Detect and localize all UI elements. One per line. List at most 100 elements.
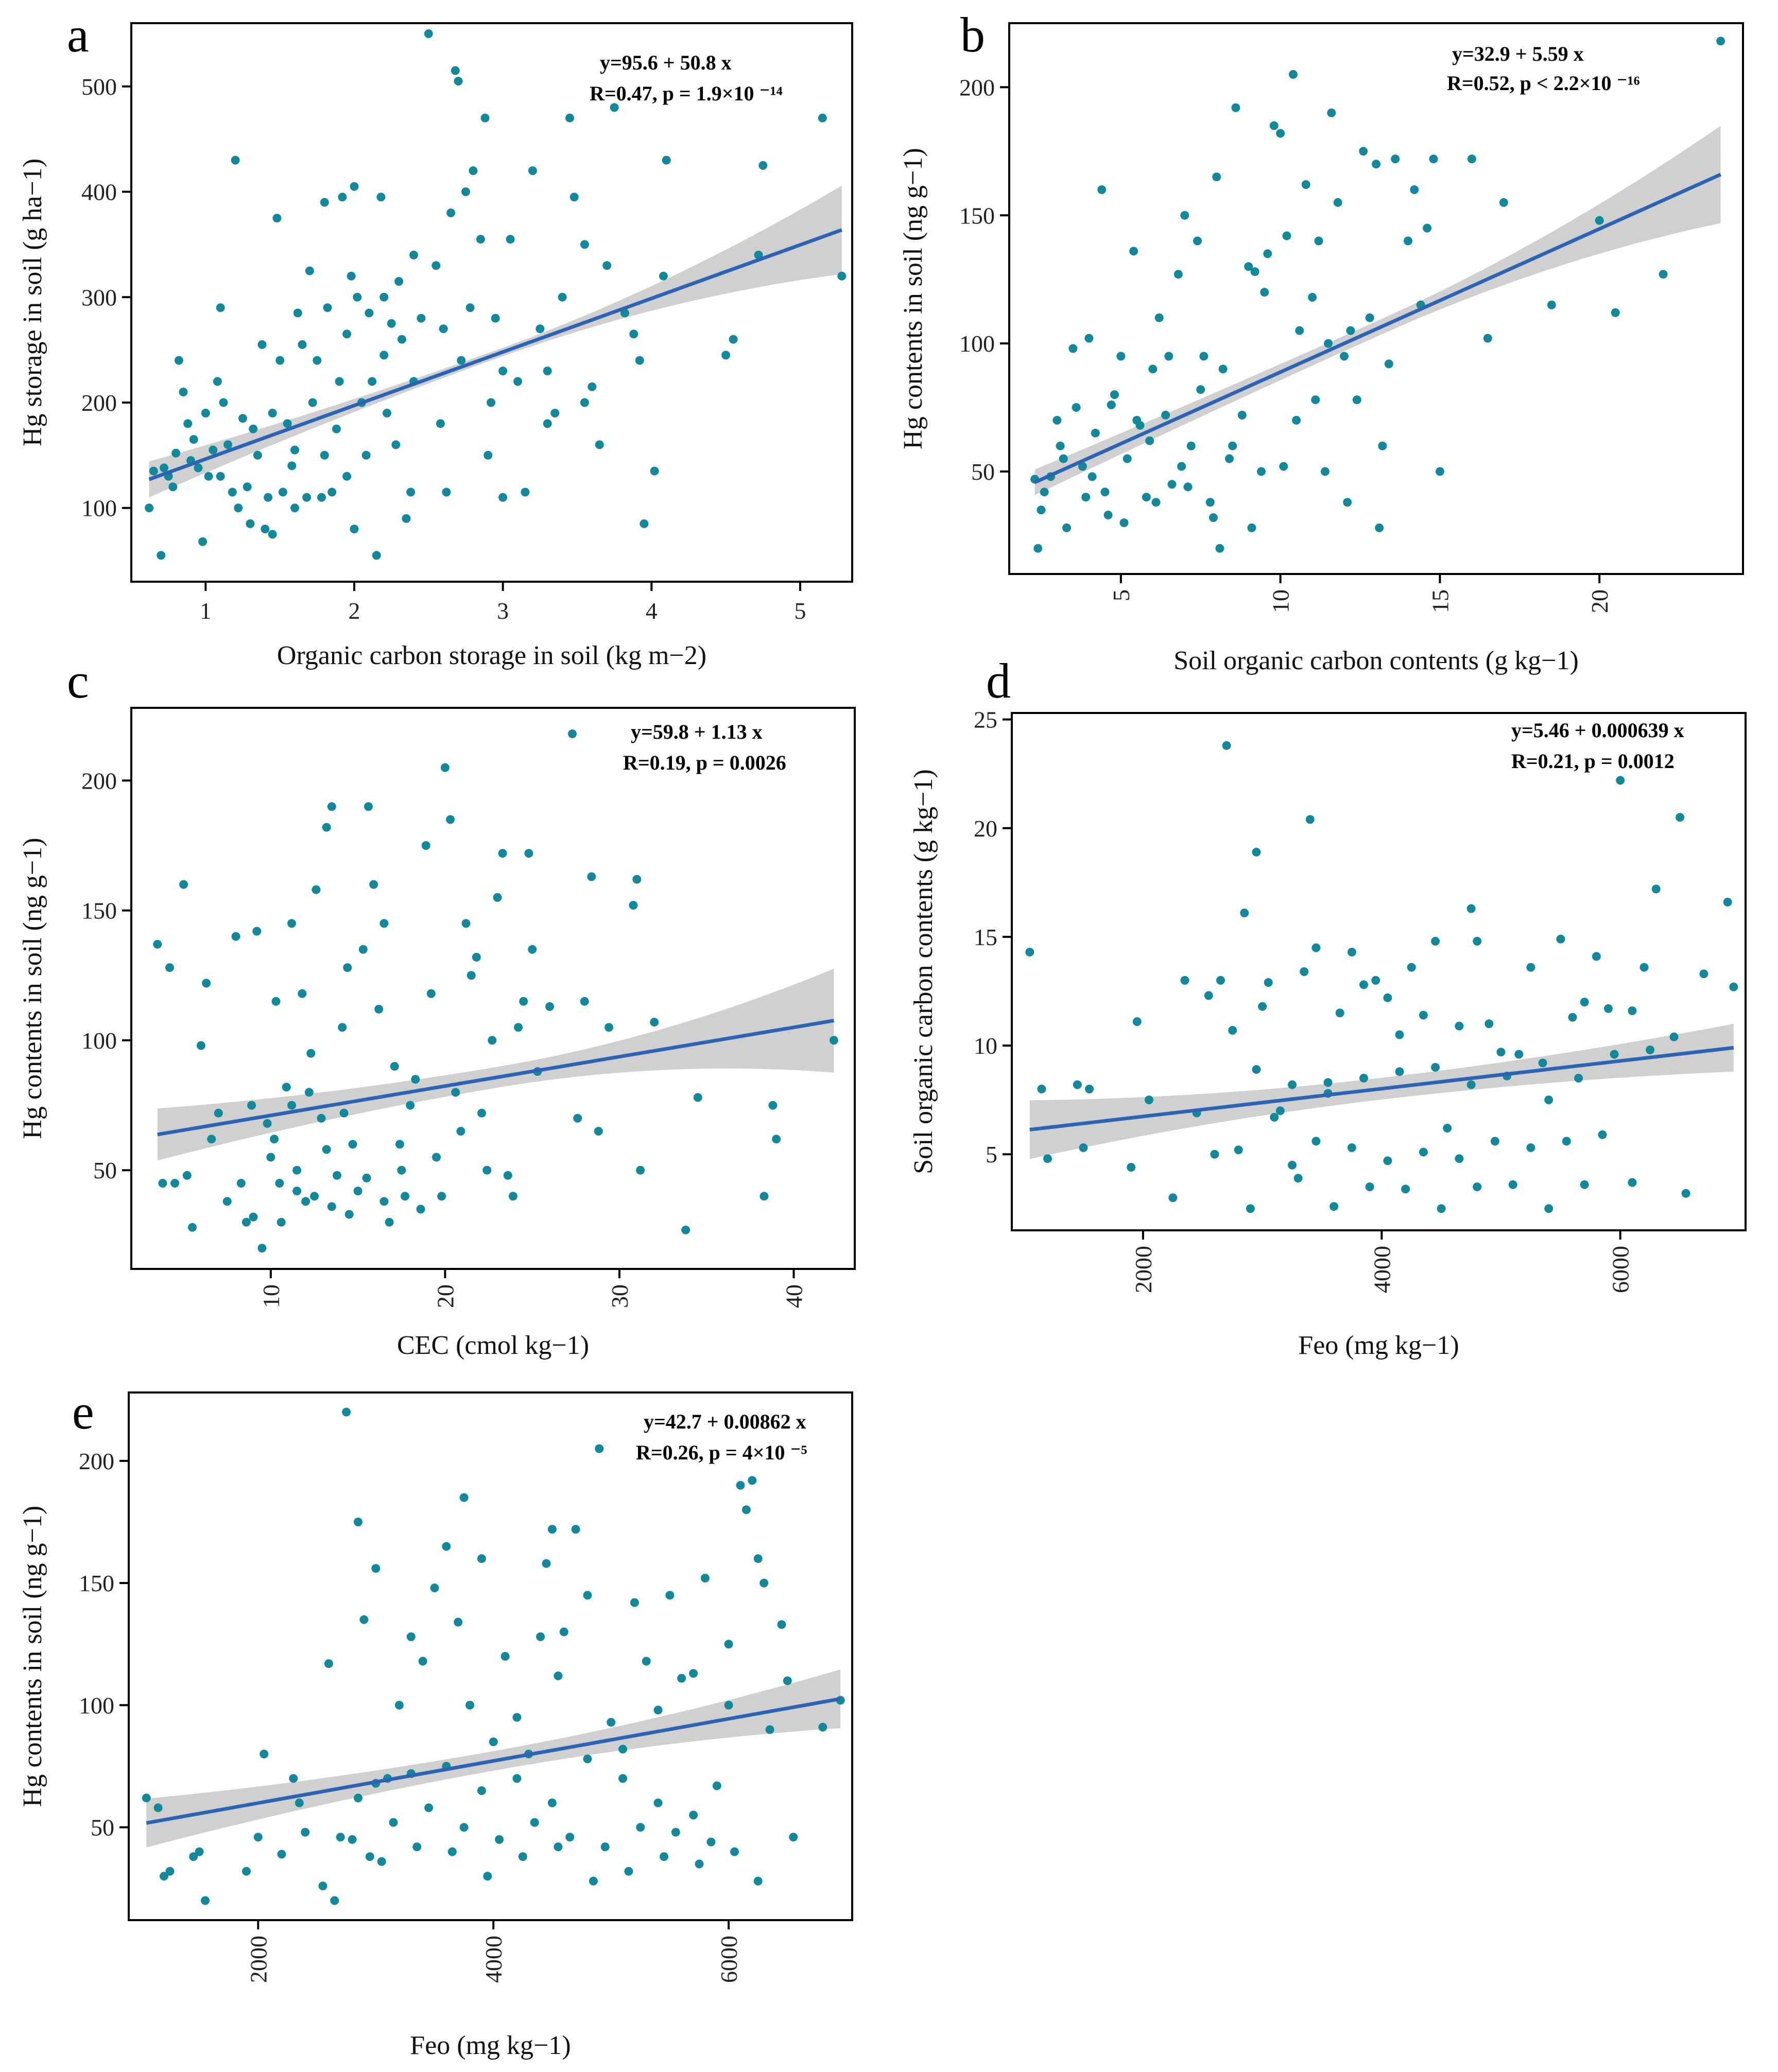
panel-e-y-tick-label: 100 xyxy=(79,1692,114,1718)
panel-c-point xyxy=(693,1093,702,1102)
panel-a-point xyxy=(204,472,213,481)
panel-d-y-tick-label: 10 xyxy=(974,1033,997,1059)
panel-c-point xyxy=(385,1217,394,1227)
panel-a-point xyxy=(168,482,178,492)
panel-a-point xyxy=(417,314,426,323)
panel-e-point xyxy=(630,1598,639,1607)
panel-a-point xyxy=(487,398,496,407)
panel-c-point xyxy=(472,952,481,962)
panel-a-point xyxy=(298,340,307,349)
panel-e-point xyxy=(595,1444,604,1453)
panel-c-point xyxy=(768,1101,778,1110)
panel-d-point xyxy=(1210,1150,1219,1159)
panel-a-point xyxy=(457,356,466,365)
panel-c-x-tick-label: 30 xyxy=(607,1284,633,1308)
panel-b-point xyxy=(1052,415,1062,425)
panel-e-point xyxy=(348,1835,357,1844)
panel-a-point xyxy=(308,398,317,407)
panel-a-point xyxy=(323,303,332,312)
panel-c-point xyxy=(214,1108,223,1118)
panel-a-point xyxy=(431,261,441,270)
panel-a-point xyxy=(476,235,485,244)
panel-a-x-tick-label: 5 xyxy=(794,598,806,624)
panel-a-point xyxy=(361,450,371,460)
panel-b-point xyxy=(1228,441,1237,450)
panel-b-point xyxy=(1237,410,1247,420)
panel-b-point xyxy=(1327,108,1336,117)
panel-c-point xyxy=(467,971,476,980)
panel-b-point xyxy=(1087,472,1097,481)
panel-a-equation: y=95.6 + 50.8 x xyxy=(600,51,732,74)
panel-b-point xyxy=(1244,262,1253,271)
panel-c-point xyxy=(681,1225,691,1234)
panel-b-point xyxy=(1499,198,1508,207)
panel-d-point xyxy=(1455,1154,1464,1163)
panel-c-point xyxy=(503,1171,512,1180)
panel-a-point xyxy=(379,351,389,360)
panel-c-point xyxy=(317,1113,326,1123)
panel-b-point xyxy=(1145,436,1154,445)
panel-b-point xyxy=(1107,401,1116,409)
panel-d-y-tick-label: 25 xyxy=(974,707,997,733)
panel-a-point xyxy=(149,466,158,476)
panel-a-y-tick-label: 200 xyxy=(81,390,117,416)
panel-c-x-axis-title: CEC (cmol kg−1) xyxy=(397,1331,589,1360)
panel-c-point xyxy=(594,1127,603,1136)
panel-c-x-tick-label: 40 xyxy=(781,1284,807,1308)
panel-c-point xyxy=(231,932,240,941)
panel-e-point xyxy=(342,1407,351,1417)
panel-e-point xyxy=(160,1872,168,1881)
panel-d-point xyxy=(1669,1032,1679,1041)
panel-d-point xyxy=(1526,963,1535,972)
panel-a-point xyxy=(145,503,154,513)
panel-c-point xyxy=(298,989,307,998)
panel-e-point xyxy=(295,1798,304,1807)
panel-a-point xyxy=(376,193,386,202)
panel-a-point xyxy=(160,463,168,473)
panel-d-point xyxy=(1431,936,1440,946)
panel-d-point xyxy=(1252,1065,1261,1074)
panel-b-confidence-band xyxy=(1034,126,1721,495)
panel-b-point xyxy=(1199,352,1209,361)
panel-e-x-tick-label: 2000 xyxy=(245,1936,271,1983)
panel-c-point xyxy=(772,1135,781,1144)
panel-e-point xyxy=(201,1896,210,1905)
panel-e-point xyxy=(571,1525,580,1534)
panel-e-point xyxy=(165,1867,175,1876)
panel-b-point xyxy=(1257,467,1266,476)
panel-e: e 2000 4000 6000 50 100 150 200 Feo (mg kg−1) Hg… xyxy=(18,1384,853,2060)
panel-a-point xyxy=(198,537,208,546)
panel-a-point xyxy=(602,261,612,270)
panel-b-x-tick-label: 10 xyxy=(1268,589,1294,613)
panel-e-point xyxy=(477,1554,486,1563)
panel-e-point xyxy=(700,1574,710,1583)
panel-b-point xyxy=(1314,236,1323,246)
panel-d-point xyxy=(1168,1193,1178,1203)
panel-d-point xyxy=(1538,1058,1547,1068)
panel-d-point xyxy=(1437,1204,1446,1213)
panel-b-point xyxy=(1320,467,1330,476)
panel-c-point xyxy=(153,939,162,949)
panel-b-point xyxy=(1343,498,1352,507)
panel-d-point xyxy=(1562,1137,1571,1146)
panel-a-point xyxy=(278,487,287,497)
panel-e-point xyxy=(554,1671,563,1680)
panel-c-point xyxy=(498,849,507,858)
panel-a-point xyxy=(409,250,418,259)
panel-a-point xyxy=(580,398,589,407)
panel-c-point xyxy=(292,1165,302,1175)
panel-c-point xyxy=(397,1165,406,1175)
panel-a-point xyxy=(342,329,352,339)
panel-a-point xyxy=(261,525,270,534)
panel-b-point xyxy=(1282,231,1291,240)
panel-c-equation: y=59.8 + 1.13 x xyxy=(631,720,763,743)
panel-b-point xyxy=(1231,103,1240,112)
panel-a-point xyxy=(729,335,738,344)
panel-d-stats: R=0.21, p = 0.0012 xyxy=(1511,750,1675,773)
panel-c-point xyxy=(493,893,502,902)
panel-d-point xyxy=(1473,936,1482,946)
panel-a-point xyxy=(368,377,377,386)
panel-a-point xyxy=(397,335,406,344)
panel-a-point xyxy=(402,514,411,523)
